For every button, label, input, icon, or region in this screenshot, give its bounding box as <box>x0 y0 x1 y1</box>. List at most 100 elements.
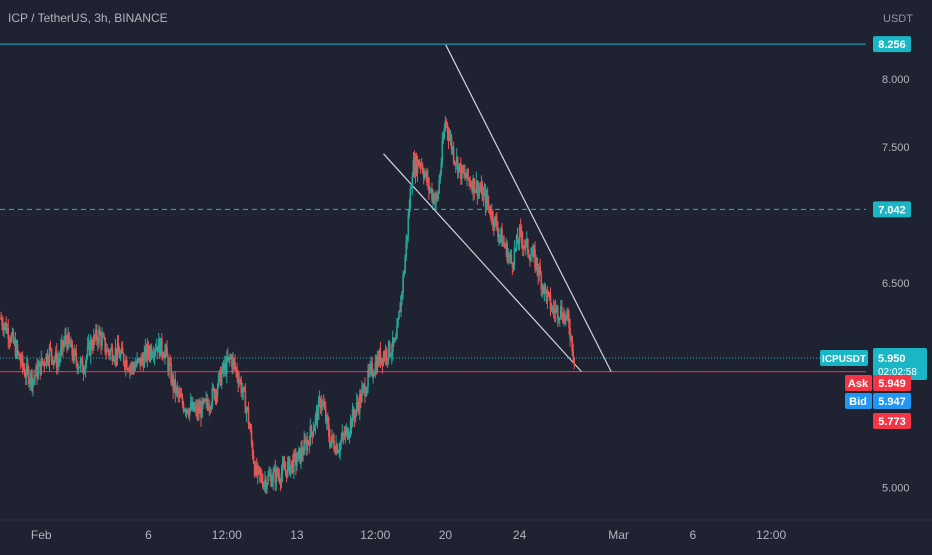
candle-body <box>6 327 9 333</box>
candle-body <box>554 308 557 314</box>
candle-body <box>99 330 101 335</box>
candle-body <box>111 348 114 361</box>
candle-body <box>447 132 450 140</box>
candle-body <box>471 185 473 193</box>
candle-body <box>463 172 465 174</box>
candle-body <box>438 180 440 193</box>
candle-body <box>399 310 401 313</box>
candle-body <box>154 350 157 352</box>
candle-body <box>481 184 484 201</box>
candle-body <box>246 407 249 409</box>
price-tick-label: 5.000 <box>882 482 910 494</box>
candle-body <box>13 340 16 343</box>
candle-body <box>249 428 252 431</box>
candle-body <box>394 339 396 343</box>
candle-body <box>494 216 496 228</box>
candle-body <box>372 375 375 377</box>
candle-body <box>437 192 439 199</box>
candle-body <box>411 176 414 188</box>
candle-body <box>196 405 198 415</box>
candle-body <box>547 292 550 294</box>
candle-body <box>319 398 322 410</box>
candle-body <box>457 164 460 174</box>
candle-body <box>130 366 132 368</box>
candle-body <box>49 346 52 349</box>
candle-body <box>453 161 456 163</box>
candle-body <box>459 163 461 165</box>
candle-body <box>170 363 172 383</box>
candle-body <box>51 356 54 364</box>
candle-body <box>139 357 142 367</box>
candle-body <box>224 363 227 375</box>
candle-body <box>374 362 377 374</box>
price-axis-panel[interactable] <box>866 0 932 520</box>
candle-body <box>347 436 350 439</box>
candle-body <box>334 449 336 454</box>
candle-body <box>346 427 349 439</box>
candle-body <box>507 255 510 262</box>
candle-body <box>333 440 335 450</box>
candle-body <box>257 466 260 469</box>
time-axis-panel[interactable] <box>0 520 932 550</box>
candle-body <box>442 138 445 142</box>
candle-body <box>269 475 271 477</box>
candle-body <box>464 172 466 177</box>
candle-body <box>363 384 365 387</box>
candle-body <box>468 178 470 181</box>
candle-body <box>288 458 291 475</box>
candle-body <box>460 163 462 179</box>
candle-body <box>338 450 340 453</box>
candle-body <box>117 343 120 353</box>
candle-body <box>0 317 2 320</box>
candle-body <box>517 243 520 245</box>
candle-body <box>448 137 451 140</box>
candle-body <box>134 366 136 371</box>
candle-body <box>272 471 275 482</box>
candle-body <box>542 285 545 293</box>
candle-body <box>444 120 447 129</box>
trendline-2[interactable] <box>383 153 582 373</box>
trendline-1[interactable] <box>445 44 612 372</box>
candle-body <box>387 341 390 360</box>
candle-body <box>152 355 155 357</box>
candle-body <box>503 241 505 245</box>
candle-body <box>212 387 215 389</box>
candle-body <box>472 178 475 193</box>
candle-body <box>549 294 552 310</box>
candle-body <box>205 399 207 401</box>
candle-body <box>541 285 544 290</box>
candle-body <box>397 319 399 327</box>
candle-body <box>410 187 413 190</box>
candle-body <box>430 189 432 191</box>
candle-body <box>390 352 393 356</box>
candle-body <box>311 431 314 437</box>
candle-body <box>223 363 226 370</box>
candle-body <box>45 353 48 365</box>
candle-body <box>31 372 33 387</box>
candle-body <box>563 313 565 323</box>
candle-body <box>251 442 254 456</box>
candle-body <box>335 444 337 454</box>
candle-body <box>285 470 288 477</box>
candle-body <box>408 208 411 215</box>
candle-body <box>241 391 244 394</box>
candle-body <box>564 313 566 321</box>
candle-body <box>176 386 179 391</box>
candle-body <box>327 416 329 425</box>
candle-body <box>158 339 161 357</box>
candle-body <box>367 370 369 388</box>
candle-body <box>501 228 503 247</box>
candle-body <box>571 336 573 352</box>
candle-body <box>61 340 63 348</box>
price-tag-mid-bg <box>873 201 911 218</box>
candle-body <box>567 311 569 319</box>
candle-body <box>85 356 88 362</box>
candle-body <box>533 249 535 251</box>
candle-body <box>331 435 333 441</box>
candle-body <box>382 354 385 365</box>
candle-body <box>401 292 403 297</box>
candle-body <box>512 264 515 268</box>
candle-body <box>482 192 485 201</box>
